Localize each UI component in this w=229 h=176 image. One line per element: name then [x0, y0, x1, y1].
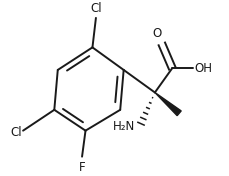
Text: Cl: Cl	[11, 126, 22, 139]
Polygon shape	[154, 92, 180, 116]
Text: OH: OH	[193, 62, 211, 75]
Text: H₂N: H₂N	[112, 120, 134, 133]
Text: Cl: Cl	[90, 2, 101, 15]
Text: O: O	[152, 27, 161, 40]
Text: F: F	[78, 161, 85, 174]
